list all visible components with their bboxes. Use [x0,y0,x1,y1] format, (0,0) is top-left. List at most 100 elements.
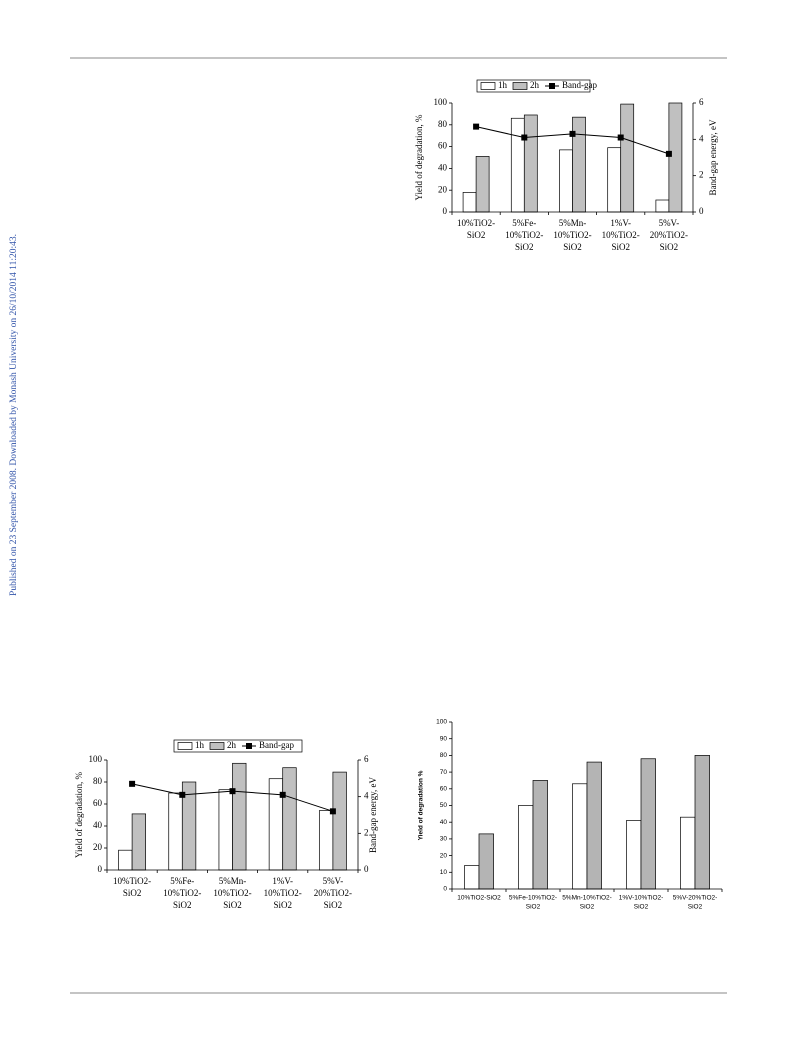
legend-swatch [480,82,496,90]
y-tick-label: 20 [438,184,448,194]
legend-swatch [209,742,225,750]
legend-label: 1h [498,80,508,90]
x-tick-label: 10%TiO2- [602,230,640,240]
x-tick-label: 5%Fe- [512,218,536,228]
y2-axis-label: Band-gap energy, eV [708,119,718,195]
bar [523,114,538,213]
y2-tick-label: 6 [699,97,704,107]
y-tick-label: 40 [93,820,103,830]
x-tick-label: SiO2 [563,242,582,252]
line-marker [473,123,480,130]
x-tick-label: 1%V-10%TiO2- [619,895,664,902]
x-tick-label: 5%Fe-10%TiO2- [509,895,557,902]
x-tick-label: 5%Mn- [559,218,587,228]
x-tick-label: SiO2 [660,242,679,252]
legend-label: Band-gap [259,740,294,750]
legend-box [476,79,591,93]
y-tick-label: 0 [98,864,103,874]
y-axis-label: Yield of degradation, % [74,772,84,858]
y-tick-label: 0 [443,886,447,893]
line-marker [329,808,336,815]
y-tick-label: 20 [440,852,448,859]
y-tick-label: 10 [440,869,448,876]
y2-tick-label: 2 [364,827,369,837]
y-tick-label: 100 [436,719,447,726]
y-tick-label: 30 [440,836,448,843]
y-tick-label: 70 [440,769,448,776]
x-tick-label: SiO2 [273,900,292,910]
x-tick-label: 5%Mn-10%TiO2- [562,895,612,902]
y-tick-label: 80 [438,119,448,129]
bar [532,780,548,890]
bar [462,192,477,213]
y-tick-label: 100 [89,754,103,764]
x-tick-label: 1%V- [610,218,631,228]
line-marker [279,791,286,798]
x-tick-label: 10%TiO2- [457,218,495,228]
x-tick-label: SiO2 [173,900,192,910]
bar [680,816,696,890]
y-axis-label: Yield of degradation, % [414,114,424,200]
bar [118,849,133,871]
legend-label: 1h [195,740,205,750]
bar [232,762,247,871]
x-tick-label: 5%Mn- [219,876,247,886]
bar [464,865,480,890]
legend-label: Band-gap [562,80,597,90]
y-tick-label: 60 [440,786,448,793]
y-axis-label: Yield of degradation % [418,770,425,840]
x-tick-label: SiO2 [688,904,703,911]
x-tick-label: 20%TiO2- [650,230,688,240]
line-marker [179,791,186,798]
bar [694,755,710,890]
x-tick-label: 5%V- [323,876,344,886]
line-marker [617,134,624,141]
legend-marker [549,83,555,89]
y-tick-label: 60 [93,798,103,808]
y2-axis-label: Band-gap energy, eV [368,777,378,853]
bar [478,833,494,890]
x-tick-label: 10%TiO2- [163,888,201,898]
bar [510,117,525,213]
y2-tick-label: 6 [364,754,369,764]
x-tick-label: 1%V- [272,876,293,886]
x-tick-label: 10%TiO2- [113,876,151,886]
x-tick-label: SiO2 [611,242,630,252]
x-tick-label: 10%TiO2- [213,888,251,898]
y2-tick-label: 0 [699,206,704,216]
y-tick-label: 80 [440,752,448,759]
bar [655,199,670,213]
x-tick-label: 10%TiO2- [505,230,543,240]
legend-swatch [512,82,528,90]
legend-box [173,739,303,753]
line-marker [129,780,136,787]
bar [282,767,297,871]
bar [332,771,347,871]
bar [572,783,588,890]
x-tick-label: SiO2 [123,888,142,898]
x-tick-label: 20%TiO2- [314,888,352,898]
y-tick-label: 40 [438,162,448,172]
x-tick-label: SiO2 [515,242,534,252]
y2-tick-label: 2 [699,170,704,180]
y-tick-label: 40 [440,819,448,826]
x-tick-label: 5%Fe- [170,876,194,886]
bar [559,149,573,213]
x-tick-label: SiO2 [324,900,343,910]
bar [131,813,147,871]
legend-marker [246,743,252,749]
legend-label: 2h [530,80,540,90]
bar [640,758,656,890]
y2-tick-label: 4 [364,791,369,801]
y-tick-label: 60 [438,141,448,151]
bar [168,792,183,871]
y-tick-label: 50 [440,802,448,809]
legend-swatch [177,742,193,750]
bar [620,103,635,213]
x-tick-label: 5%V-20%TiO2- [673,895,718,902]
x-tick-label: 10%TiO2- [553,230,591,240]
sidebar-note: Published on 23 September 2008. Download… [9,234,19,596]
x-tick-label: SiO2 [580,904,595,911]
